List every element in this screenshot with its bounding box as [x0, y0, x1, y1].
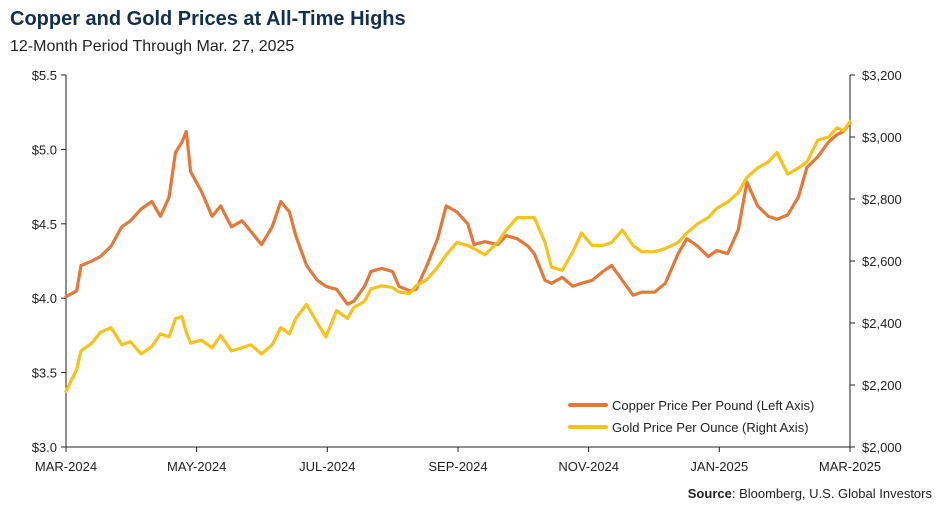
- left-tick-label: $5.5: [32, 68, 57, 83]
- x-tick-label: JUL-2024: [299, 459, 355, 474]
- x-tick-label: MAY-2024: [167, 459, 226, 474]
- gold-price-line: [64, 119, 852, 393]
- right-tick-label: $3,000: [862, 130, 902, 145]
- right-tick-label: $2,000: [862, 440, 902, 455]
- left-tick-label: $4.0: [32, 291, 57, 306]
- right-tick-label: $2,800: [862, 192, 902, 207]
- source-text: : Bloomberg, U.S. Global Investors: [731, 486, 932, 501]
- source-note: Source: Bloomberg, U.S. Global Investors: [688, 486, 932, 501]
- legend-copper-label: Copper Price Per Pound (Left Axis): [612, 398, 814, 413]
- legend-gold-label: Gold Price Per Ounce (Right Axis): [612, 420, 809, 435]
- left-tick-label: $4.5: [32, 217, 57, 232]
- chart-legend: Copper Price Per Pound (Left Axis) Gold P…: [568, 398, 814, 435]
- chart-subtitle: 12-Month Period Through Mar. 27, 2025: [10, 38, 295, 55]
- x-tick-label: MAR-2024: [35, 459, 97, 474]
- right-tick-label: $2,200: [862, 378, 902, 393]
- left-tick-label: $5.0: [32, 142, 57, 157]
- left-tick-label: $3.0: [32, 440, 57, 455]
- x-tick-label: JAN-2025: [690, 459, 748, 474]
- left-tick-label: $3.5: [32, 366, 57, 381]
- right-tick-label: $2,600: [862, 254, 902, 269]
- x-tick-label: SEP-2024: [428, 459, 487, 474]
- chart-title: Copper and Gold Prices at All-Time Highs: [10, 8, 406, 30]
- x-tick-label: MAR-2025: [819, 459, 881, 474]
- source-label: Source: [687, 486, 732, 501]
- copper-price-line: [64, 120, 852, 306]
- right-tick-label: $2,400: [862, 316, 902, 331]
- chart-series-layer: [64, 119, 852, 393]
- x-tick-label: NOV-2024: [558, 459, 619, 474]
- chart-axes: $3.0 $3.5 $4.0 $4.5 $5.0 $5.5 $2,000 $2,200 $2,4…: [32, 68, 902, 474]
- right-tick-label: $3,200: [862, 68, 902, 83]
